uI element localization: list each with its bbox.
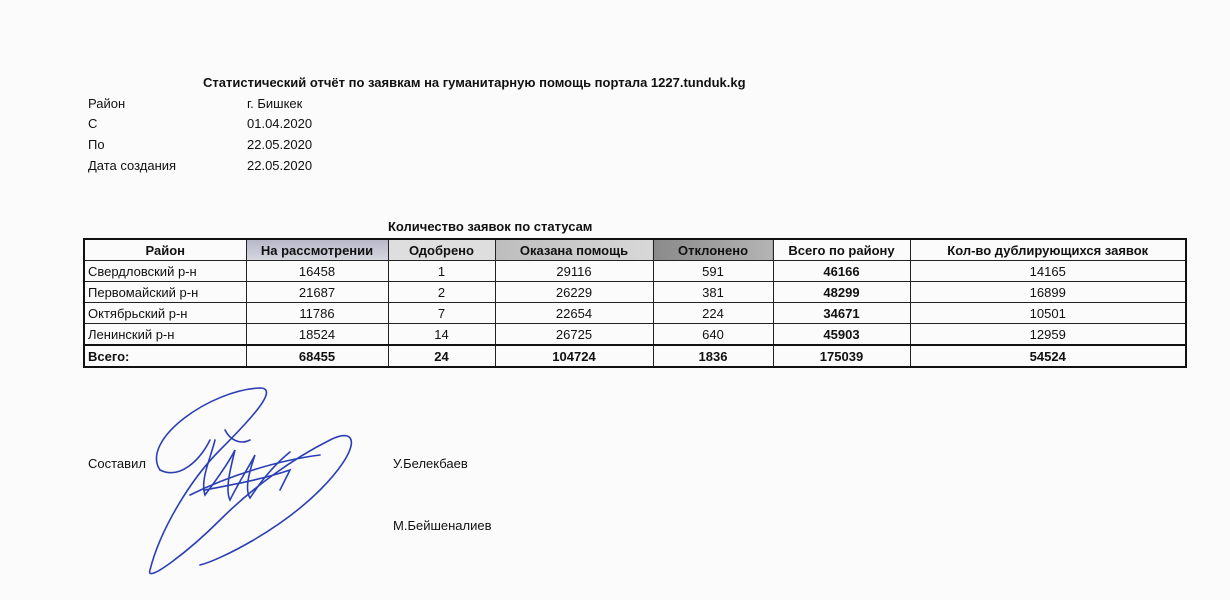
cell-under-review: 68455 bbox=[245, 344, 389, 368]
cell-approved: 1 bbox=[387, 260, 496, 282]
cell-approved: 2 bbox=[387, 281, 496, 303]
cell-district: Октябрьский р-н bbox=[83, 302, 247, 324]
table-row: Свердловский р-н 16458 1 29116 591 46166 14165 bbox=[83, 260, 1187, 282]
cell-under-review: 18524 bbox=[245, 323, 389, 346]
signature-image bbox=[149, 387, 353, 575]
meta-label-from: С bbox=[88, 116, 98, 131]
meta-label-district: Район bbox=[88, 96, 126, 111]
table-row: Первомайский р-н 21687 2 26229 381 48299 16899 bbox=[83, 281, 1187, 303]
cell-rejected: 381 bbox=[652, 281, 774, 303]
meta-label-created: Дата создания bbox=[88, 158, 177, 173]
cell-duplicates: 54524 bbox=[909, 344, 1187, 368]
meta-value-created: 22.05.2020 bbox=[247, 158, 313, 173]
meta-value-from: 01.04.2020 bbox=[247, 116, 313, 131]
header-approved: Одобрено bbox=[387, 238, 496, 261]
status-table: Район На рассмотрении Одобрено Оказана п… bbox=[83, 238, 1187, 368]
table-title: Количество заявок по статусам bbox=[388, 219, 593, 234]
cell-district: Свердловский р-н bbox=[83, 260, 247, 282]
cell-rejected: 591 bbox=[652, 260, 774, 282]
header-district: Район bbox=[83, 238, 247, 261]
cell-under-review: 11786 bbox=[245, 302, 389, 324]
cell-help-provided: 22654 bbox=[494, 302, 654, 324]
cell-duplicates: 12959 bbox=[909, 323, 1187, 346]
cell-help-provided: 104724 bbox=[494, 344, 654, 368]
cell-under-review: 21687 bbox=[245, 281, 389, 303]
cell-approved: 24 bbox=[387, 344, 496, 368]
table-row: Ленинский р-н 18524 14 26725 640 45903 12959 bbox=[83, 323, 1187, 346]
cell-approved: 7 bbox=[387, 302, 496, 324]
header-under-review: На рассмотрении bbox=[245, 238, 389, 261]
cell-help-provided: 26725 bbox=[494, 323, 654, 346]
cell-rejected: 1836 bbox=[652, 344, 774, 368]
table-header-row: Район На рассмотрении Одобрено Оказана п… bbox=[83, 238, 1187, 261]
report-title: Статистический отчёт по заявкам на гуман… bbox=[203, 75, 746, 90]
cell-help-provided: 29116 bbox=[494, 260, 654, 282]
header-help-provided: Оказана помощь bbox=[494, 238, 654, 261]
meta-value-to: 22.05.2020 bbox=[247, 137, 313, 152]
cell-rejected: 640 bbox=[652, 323, 774, 346]
compiled-by-label: Составил bbox=[88, 456, 146, 471]
header-rejected: Отклонено bbox=[652, 238, 774, 261]
cell-district: Всего: bbox=[83, 344, 247, 368]
table-total-row: Всего: 68455 24 104724 1836 175039 54524 bbox=[83, 344, 1187, 368]
header-total-district: Всего по району bbox=[772, 238, 911, 261]
meta-value-district: г. Бишкек bbox=[247, 96, 303, 111]
cell-duplicates: 16899 bbox=[909, 281, 1187, 303]
cell-duplicates: 14165 bbox=[909, 260, 1187, 282]
cell-duplicates: 10501 bbox=[909, 302, 1187, 324]
meta-label-to: По bbox=[88, 137, 105, 152]
signatory-name-2: М.Бейшеналиев bbox=[393, 518, 492, 533]
cell-district: Ленинский р-н bbox=[83, 323, 247, 346]
header-duplicates: Кол-во дублирующихся заявок bbox=[909, 238, 1187, 261]
cell-rejected: 224 bbox=[652, 302, 774, 324]
cell-total-district: 46166 bbox=[772, 260, 911, 282]
cell-approved: 14 bbox=[387, 323, 496, 346]
cell-total-district: 175039 bbox=[772, 344, 911, 368]
table-row: Октябрьский р-н 11786 7 22654 224 34671 10501 bbox=[83, 302, 1187, 324]
cell-total-district: 45903 bbox=[772, 323, 911, 346]
cell-under-review: 16458 bbox=[245, 260, 389, 282]
cell-district: Первомайский р-н bbox=[83, 281, 247, 303]
cell-total-district: 34671 bbox=[772, 302, 911, 324]
cell-total-district: 48299 bbox=[772, 281, 911, 303]
signatory-name-1: У.Белекбаев bbox=[393, 456, 468, 471]
cell-help-provided: 26229 bbox=[494, 281, 654, 303]
